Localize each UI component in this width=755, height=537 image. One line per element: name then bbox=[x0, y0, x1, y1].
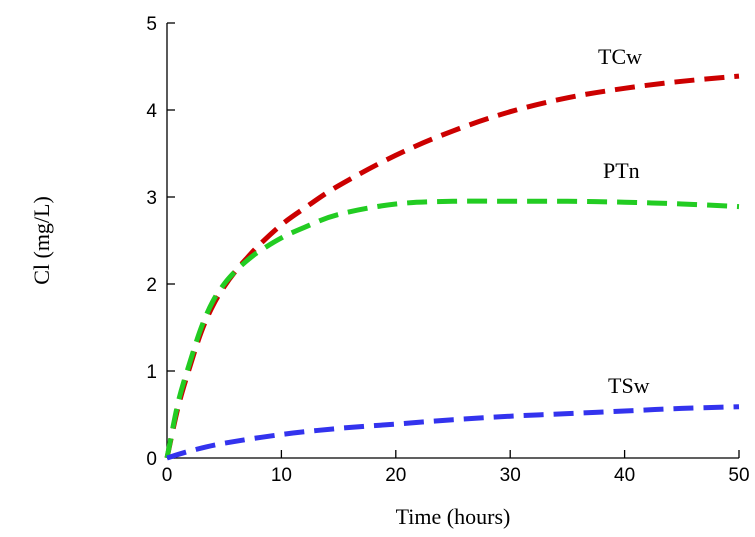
x-tick-label: 30 bbox=[500, 465, 521, 486]
x-axis-title: Time (hours) bbox=[396, 504, 511, 529]
series-label-ptn: PTn bbox=[603, 158, 640, 183]
x-tick-label: 10 bbox=[271, 465, 292, 486]
x-tick-label: 40 bbox=[614, 465, 635, 486]
y-tick-label: 0 bbox=[146, 449, 157, 470]
y-axis-title: Cl (mg/L) bbox=[29, 196, 54, 285]
x-tick-label: 20 bbox=[385, 465, 406, 486]
series-line-ptn bbox=[164, 198, 740, 459]
series-label-tcw: TCw bbox=[598, 44, 642, 69]
y-tick-label: 4 bbox=[146, 101, 157, 122]
x-tick-label: 0 bbox=[162, 465, 173, 486]
series-line-tsw bbox=[166, 404, 740, 461]
x-tick-label: 50 bbox=[728, 465, 749, 486]
y-tick-label: 1 bbox=[146, 362, 157, 383]
series-labels: TCw PTn TSw bbox=[598, 44, 650, 398]
y-tick-label: 5 bbox=[146, 14, 157, 35]
y-ticks: 0 1 2 3 4 5 bbox=[146, 14, 175, 470]
axes bbox=[166, 23, 739, 459]
series-group bbox=[164, 73, 740, 461]
x-ticks: 0 10 20 30 40 50 bbox=[162, 450, 750, 486]
y-tick-label: 2 bbox=[146, 275, 157, 296]
series-label-tsw: TSw bbox=[608, 373, 650, 398]
y-tick-label: 3 bbox=[146, 188, 157, 209]
series-line-tcw bbox=[164, 73, 740, 459]
